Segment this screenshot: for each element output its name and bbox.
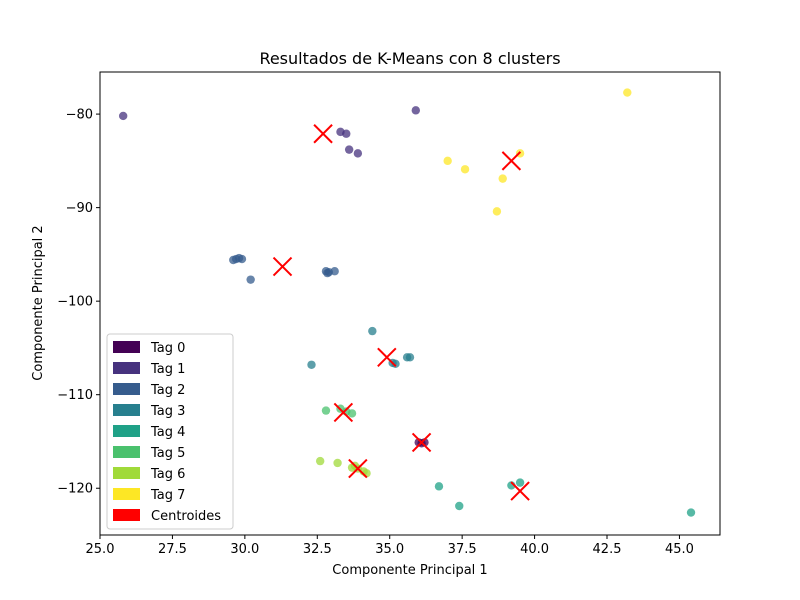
y-axis: −80 −90 −100 −110 −120	[57, 108, 100, 497]
legend-entry-label: Tag 3	[150, 404, 185, 419]
legend-box	[106, 333, 234, 530]
chart-title: Resultados de K-Means con 8 clusters	[259, 49, 560, 68]
data-point-tag-2	[237, 254, 247, 264]
centroid-marker	[411, 432, 432, 453]
centroids-layer	[272, 124, 530, 501]
x-tick-label: 27.5	[158, 542, 187, 557]
legend-swatch	[113, 509, 140, 521]
data-point-tag-6	[315, 456, 325, 466]
data-point-tag-3	[391, 359, 400, 369]
data-point-tag-1	[353, 149, 363, 158]
centroid-marker	[333, 402, 354, 423]
centroid-marker	[510, 481, 530, 501]
plot-frame	[99, 71, 721, 536]
x-tick-label: 45.0	[665, 542, 694, 557]
legend-swatch	[113, 446, 140, 458]
data-point-tag-2	[330, 267, 339, 276]
data-point-tag-7	[443, 156, 452, 166]
centroid-marker	[501, 151, 522, 171]
data-point-tag-7	[623, 88, 632, 97]
x-axis-label: Componente Principal 1	[332, 563, 487, 578]
y-axis-label: Componente Principal 2	[31, 225, 46, 380]
data-point-tag-2	[246, 275, 255, 284]
legend-entry-label: Tag 5	[150, 446, 185, 461]
legend-entry-label: Centroides	[151, 509, 221, 524]
legend-entry-label: Tag 7	[150, 488, 185, 503]
legend-swatch	[113, 488, 140, 500]
legend-swatch	[113, 425, 140, 437]
legend-entry-label: Tag 1	[150, 362, 185, 377]
data-point-tag-7	[498, 174, 507, 183]
data-point-tag-7	[460, 165, 470, 174]
x-tick-label: 40.0	[520, 542, 549, 557]
centroid-marker	[348, 458, 368, 479]
x-tick-label: 37.5	[448, 542, 477, 557]
data-point-tag-4	[515, 478, 525, 487]
y-tick-label: −80	[66, 108, 93, 123]
data-point-tag-4	[434, 482, 444, 491]
x-tick-label: 42.5	[593, 542, 622, 557]
y-tick-label: −110	[57, 388, 93, 403]
x-tick-label: 25.0	[86, 542, 115, 557]
legend-entry-label: Tag 6	[150, 467, 185, 482]
x-tick-label: 30.0	[230, 542, 259, 557]
y-tick-label: −90	[66, 201, 93, 216]
legend-swatch	[113, 362, 140, 374]
data-point-tag-3	[368, 326, 377, 336]
centroid-marker	[313, 124, 333, 144]
data-point-tag-1	[342, 129, 351, 138]
data-point-tag-1	[411, 106, 420, 115]
legend: Tag 0 Tag 1 Tag 2 Tag 3 Tag 4 Tag 5 Tag 6 Tag 7…	[106, 333, 234, 530]
legend-entry-label: Tag 2	[150, 383, 185, 398]
y-tick-label: −120	[57, 482, 93, 497]
data-point-tag-5	[321, 406, 331, 415]
x-tick-label: 35.0	[375, 542, 404, 557]
legend-swatch	[113, 467, 140, 479]
legend-swatch	[113, 341, 140, 353]
legend-swatch	[113, 404, 140, 416]
y-tick-label: −100	[57, 295, 93, 310]
x-tick-label: 32.5	[303, 542, 332, 557]
data-point-tag-1	[118, 111, 128, 121]
data-point-tag-4	[686, 508, 696, 517]
data-point-tag-3	[405, 353, 415, 362]
centroid-marker	[272, 256, 293, 277]
legend-entry-label: Tag 0	[150, 341, 185, 356]
legend-entry-label: Tag 4	[150, 425, 185, 440]
centroid-marker	[377, 347, 397, 367]
x-axis: 25.0 27.5 30.0 32.5 35.0 37.5 40.0 42.5 45.0	[86, 535, 694, 557]
data-point-tag-6	[333, 458, 342, 468]
data-point-tag-3	[307, 360, 316, 369]
data-point-tag-4	[455, 501, 464, 511]
legend-swatch	[113, 383, 140, 395]
data-point-tag-5	[347, 409, 357, 418]
data-point-tag-7	[492, 207, 502, 216]
data-point-tag-1	[344, 145, 354, 154]
